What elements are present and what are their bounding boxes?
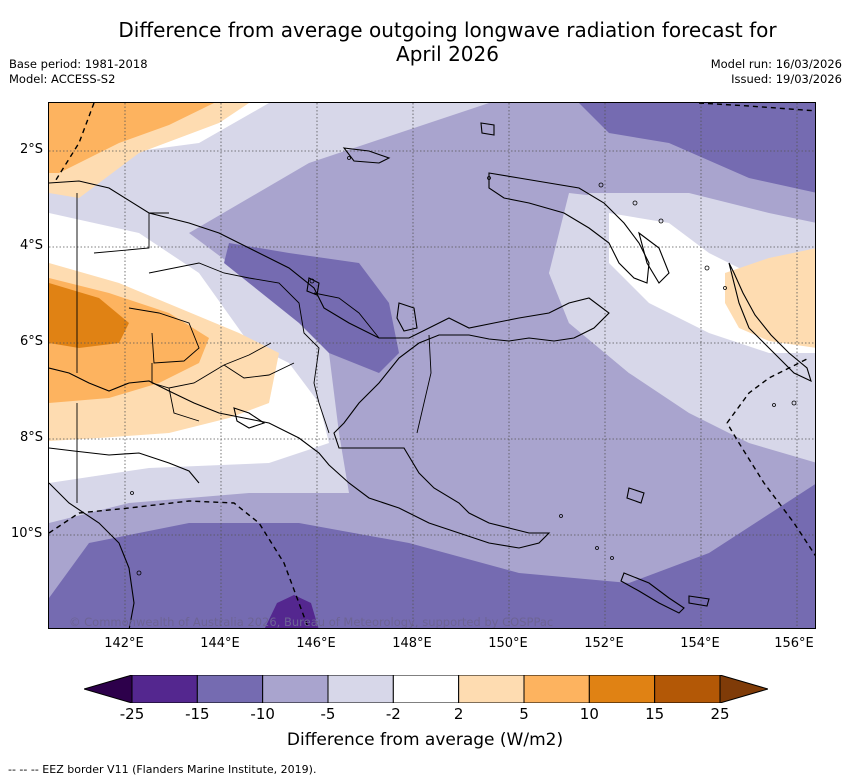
- model-run: Model run: 16/03/2026: [710, 57, 842, 71]
- colorbar-tick: 2: [453, 705, 464, 723]
- colorbar-tick: -15: [185, 705, 210, 723]
- colorbar-tick: -10: [250, 705, 275, 723]
- base-period: Base period: 1981-2018: [9, 57, 148, 71]
- colorbar-segment: [131, 675, 198, 703]
- eez-footnote: -- -- -- EEZ border V11 (Flanders Marine…: [8, 763, 317, 776]
- lon-label-152e: 152°E: [584, 636, 624, 651]
- band-dark-northeast: [579, 103, 815, 193]
- colorbar-segment: [458, 675, 525, 703]
- colorbar-tick: -5: [320, 705, 336, 723]
- olr-anomaly-map: [49, 103, 815, 628]
- colorbar-segment: [654, 675, 721, 703]
- title-line-1: Difference from average outgoing longwav…: [118, 18, 777, 42]
- colorbar-segment: [523, 675, 590, 703]
- coastlines: [49, 122, 812, 628]
- colorbar-label: Difference from average (W/m2): [286, 730, 564, 750]
- lat-label-8s: 8°S: [20, 430, 44, 445]
- colorbar-tick: -25: [119, 705, 145, 723]
- lon-label-142e: 142°E: [104, 636, 144, 651]
- copyright-credit: © Commonwealth of Australia 2026, Bureau…: [69, 615, 554, 629]
- colorbar-tick: 15: [645, 705, 665, 723]
- lon-label-144e: 144°E: [200, 636, 240, 651]
- model-name: Model: ACCESS-S2: [9, 72, 116, 86]
- colorbar-segment: [262, 675, 329, 703]
- map-title: Difference from average outgoing longwav…: [60, 18, 835, 66]
- lat-label-2s: 2°S: [20, 142, 44, 157]
- colorbar-tick: -2: [385, 705, 401, 723]
- graticule: [49, 103, 815, 628]
- band-darkest: [264, 595, 319, 628]
- lon-label-148e: 148°E: [392, 636, 432, 651]
- band-darkorange-west: [49, 283, 129, 348]
- colorbar-segment: [392, 675, 460, 703]
- colorbar-segment: [196, 675, 264, 703]
- lon-label-150e: 150°E: [488, 636, 528, 651]
- meta-right: Model run: 16/03/2026 Issued: 19/03/2026: [711, 57, 842, 87]
- lon-label-154e: 154°E: [680, 636, 720, 651]
- colorbar-tick: 10: [579, 705, 599, 723]
- colorbar-under-arrow: [84, 675, 133, 703]
- title-line-2: April 2026: [396, 42, 499, 66]
- lon-label-156e: 156°E: [774, 636, 814, 651]
- lat-label-4s: 4°S: [20, 238, 44, 253]
- colorbar-segment: [327, 675, 394, 703]
- band-dark-center: [224, 243, 399, 373]
- map-panel: © Commonwealth of Australia 2026, Bureau…: [48, 102, 816, 629]
- lat-label-6s: 6°S: [20, 334, 44, 349]
- issued-date: Issued: 19/03/2026: [731, 72, 842, 86]
- small-islands: [130, 156, 797, 576]
- band-orange-northwest: [49, 103, 214, 173]
- band-dark-south: [49, 484, 815, 628]
- lon-label-146e: 146°E: [296, 636, 336, 651]
- colorbar-tick: 5: [519, 705, 529, 723]
- colorbar-segment: [588, 675, 656, 703]
- lat-label-10s: 10°S: [11, 526, 43, 541]
- colorbar-tick: 25: [710, 705, 730, 723]
- admin-borders: [76, 193, 432, 503]
- meta-left: Base period: 1981-2018 Model: ACCESS-S2: [9, 57, 148, 87]
- band-medium-lavender: [49, 103, 815, 628]
- colorbar: [84, 675, 768, 703]
- colorbar-over-arrow: [719, 675, 768, 703]
